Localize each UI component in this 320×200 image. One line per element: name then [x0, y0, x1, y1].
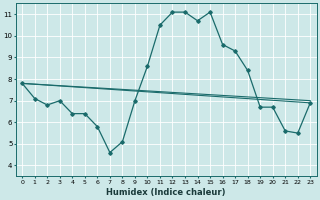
X-axis label: Humidex (Indice chaleur): Humidex (Indice chaleur) — [107, 188, 226, 197]
